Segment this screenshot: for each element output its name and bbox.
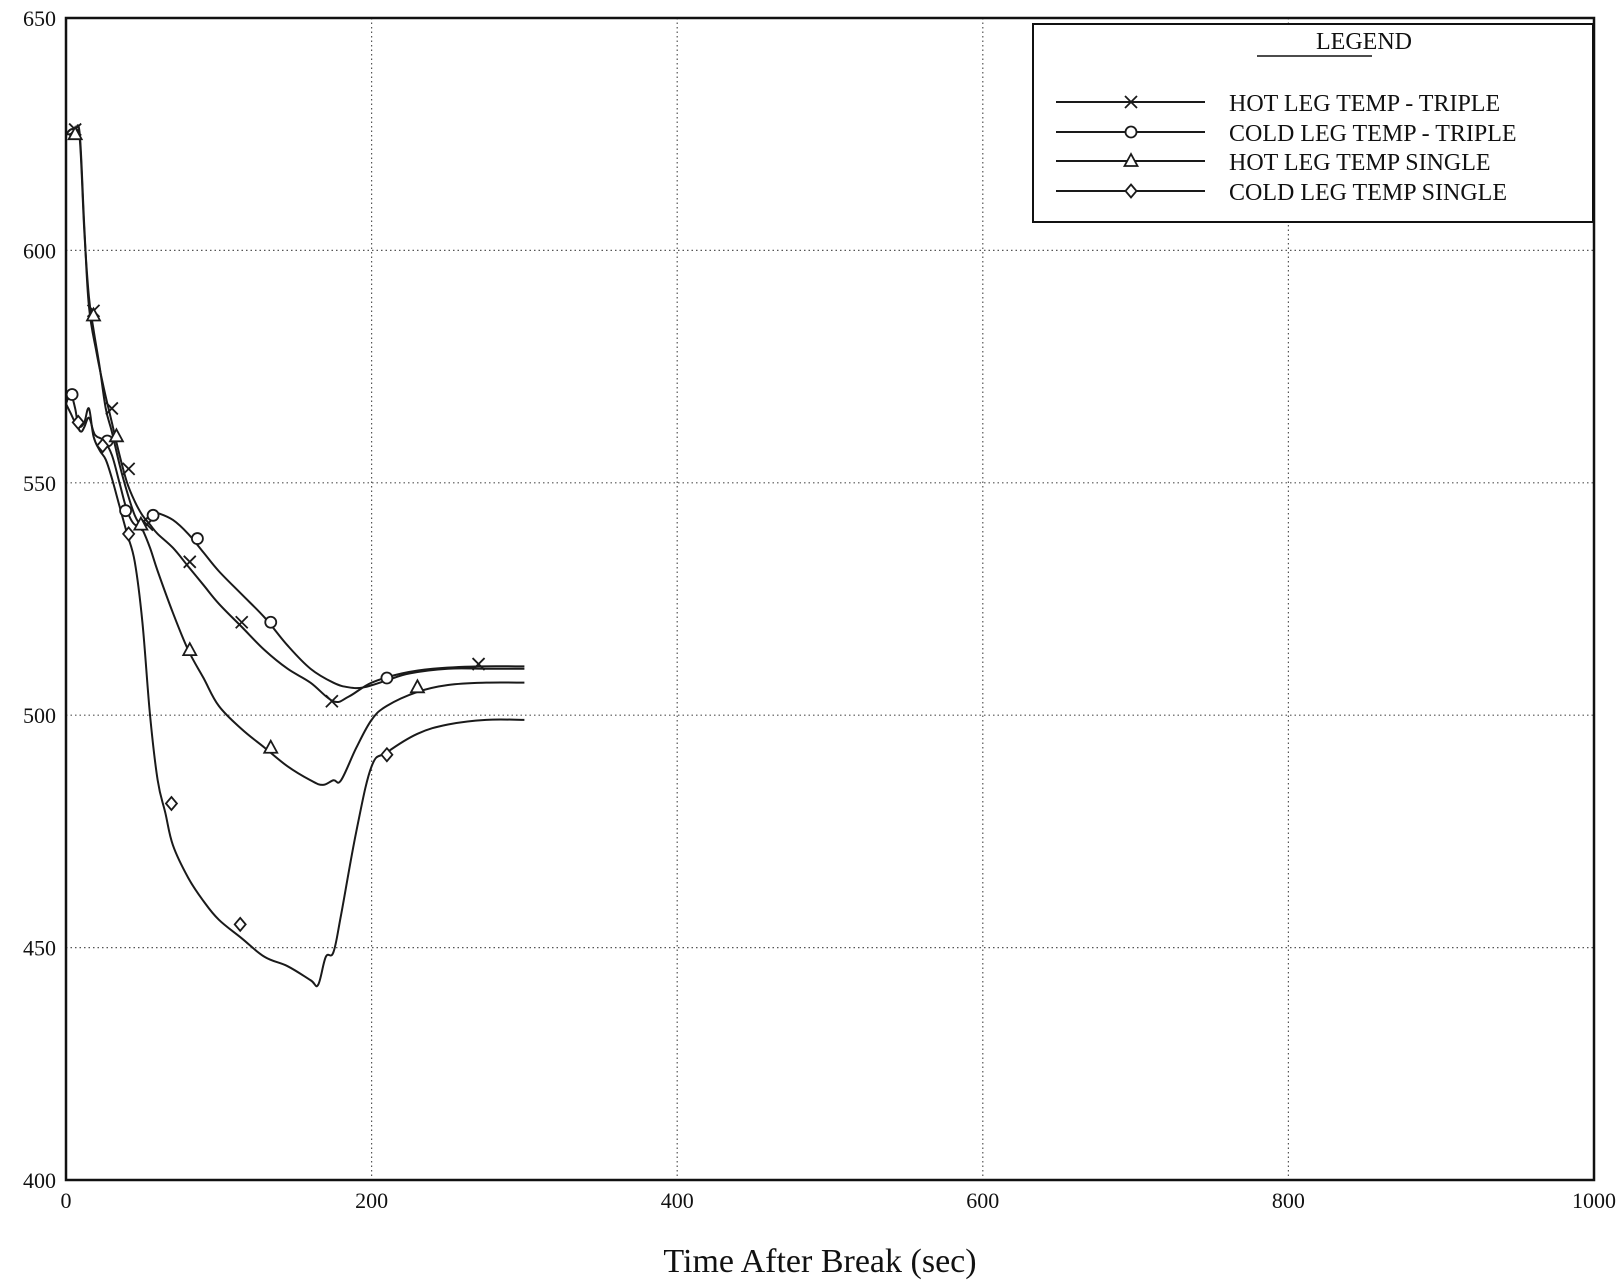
y-tick-label: 600	[23, 238, 56, 263]
data-point-cold-leg-triple	[146, 508, 160, 522]
data-point-hot-leg-single	[85, 306, 102, 322]
data-point-hot-leg-single	[181, 641, 198, 657]
series-line-hot-leg-single	[66, 128, 525, 786]
tick-labels: 0 200 400 600 800 1000 400 450 500 550 600 650	[23, 6, 1616, 1213]
x-tick-label: 800	[1272, 1188, 1305, 1213]
x-tick-label: 1000	[1572, 1188, 1616, 1213]
legend: LEGEND HOT LEG TEMP - TRIPLE COLD LEG TEM…	[1032, 23, 1594, 223]
legend-items: HOT LEG TEMP - TRIPLE COLD LEG TEMP - TRI…	[1056, 91, 1517, 206]
data-point-hot-leg-triple	[183, 555, 197, 569]
data-point-hot-leg-single	[108, 427, 125, 443]
data-point-cold-leg-triple	[264, 615, 278, 629]
legend-marker-hot-leg-triple	[1124, 95, 1138, 109]
marker-group	[65, 122, 486, 933]
data-point-cold-leg-single	[233, 916, 247, 933]
data-point-cold-leg-triple	[65, 388, 79, 401]
legend-marker-cold-leg-triple	[1124, 125, 1138, 139]
marker-stroke	[122, 462, 136, 476]
legend-label-cold-leg-single: COLD LEG TEMP SINGLE	[1229, 180, 1507, 206]
y-tick-label: 650	[23, 6, 56, 31]
data-point-cold-leg-triple	[191, 532, 204, 545]
data-point-hot-leg-triple	[122, 462, 136, 476]
legend-title: LEGEND	[1316, 29, 1412, 55]
data-point-cold-leg-single	[71, 414, 85, 431]
data-point-hot-leg-single	[132, 515, 149, 531]
data-point-hot-leg-triple	[235, 615, 249, 629]
x-tick-label: 200	[355, 1188, 388, 1213]
series-line-hot-leg-triple	[65, 124, 525, 704]
marker-stroke	[183, 555, 197, 569]
marker-stroke	[235, 615, 249, 629]
data-point-cold-leg-triple	[119, 504, 132, 518]
data-point-hot-leg-single	[262, 738, 279, 754]
y-tick-label: 400	[23, 1168, 56, 1193]
marker-stroke	[325, 694, 339, 708]
data-point-hot-leg-triple	[471, 657, 486, 671]
y-tick-label: 500	[23, 703, 56, 728]
y-tick-label: 450	[23, 936, 56, 961]
legend-label-cold-leg-triple: COLD LEG TEMP - TRIPLE	[1229, 121, 1517, 147]
x-tick-label: 600	[966, 1188, 999, 1213]
marker-stroke	[105, 401, 119, 416]
legend-marker-hot-leg-single	[1122, 152, 1140, 167]
data-point-hot-leg-triple	[105, 401, 119, 416]
marker-stroke	[471, 657, 486, 671]
data-point-cold-leg-single	[95, 437, 110, 454]
data-point-hot-leg-single	[409, 678, 426, 694]
data-point-cold-leg-single	[164, 795, 179, 812]
data-point-hot-leg-single	[67, 125, 84, 141]
legend-marker-cold-leg-single	[1124, 183, 1138, 199]
x-axis-title: Time After Break (sec)	[663, 1243, 976, 1280]
x-tick-label: 400	[661, 1188, 694, 1213]
series-line-cold-leg-single	[65, 403, 525, 988]
x-tick-label: 0	[61, 1188, 72, 1213]
y-tick-label: 550	[23, 471, 56, 496]
series-line-cold-leg-triple	[65, 393, 525, 690]
data-point-hot-leg-triple	[325, 694, 339, 708]
data-point-cold-leg-single	[380, 746, 394, 763]
plot-frame	[64, 16, 1596, 1182]
legend-label-hot-leg-triple: HOT LEG TEMP - TRIPLE	[1229, 91, 1500, 117]
series-group	[65, 124, 525, 988]
legend-label-hot-leg-single: HOT LEG TEMP SINGLE	[1229, 150, 1491, 176]
data-point-cold-leg-single	[121, 526, 136, 542]
data-point-cold-leg-triple	[380, 671, 394, 685]
marker-stroke	[1124, 95, 1138, 109]
